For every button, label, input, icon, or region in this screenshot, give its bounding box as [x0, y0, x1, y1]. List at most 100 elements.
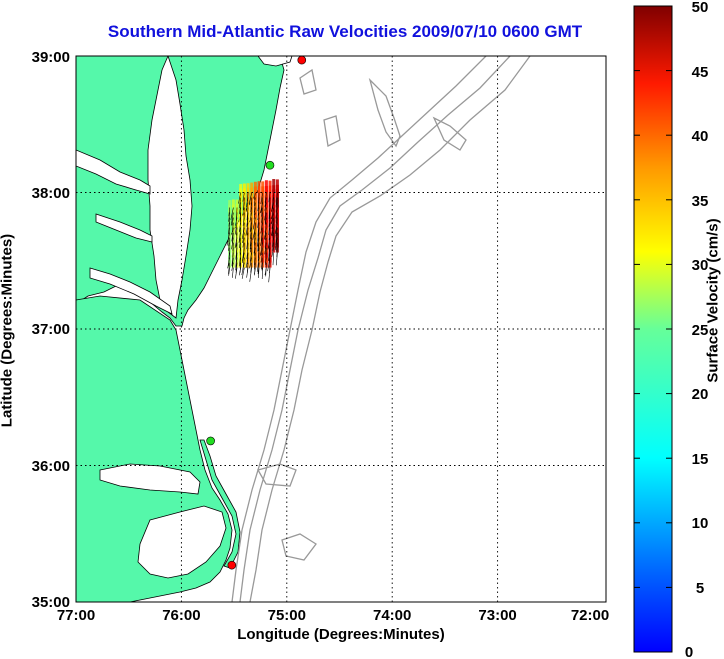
velocity-vector: [235, 267, 238, 279]
velocity-vector: [254, 222, 256, 238]
velocity-vector: [265, 232, 267, 241]
velocity-vector: [257, 227, 260, 241]
velocity-vector: [228, 212, 230, 222]
gridlines: [76, 56, 606, 602]
bathymetry-contours: [231, 56, 531, 602]
velocity-vector: [246, 227, 249, 236]
y-axis-label: Latitude (Degrees:Minutes): [0, 233, 16, 428]
colorbar-tick-label: 30: [692, 257, 709, 274]
x-tick-label: 76:00: [162, 607, 200, 624]
velocity-vector: [254, 262, 256, 275]
velocity-vector: [254, 257, 256, 270]
velocity-vector: [260, 252, 264, 263]
velocity-cell: [235, 199, 239, 208]
colorbar-tick-label: 15: [692, 451, 709, 468]
velocity-vector: [268, 222, 271, 233]
velocity-vector: [275, 227, 278, 236]
velocity-vector: [228, 242, 230, 251]
colorbar-tick-labels: 50 45 40 35 30 25 20 15 10 5 0: [685, 0, 709, 659]
x-tick-label: 74:00: [373, 607, 411, 624]
velocity-vector: [264, 222, 267, 237]
velocity-vector: [261, 267, 264, 280]
velocity-cell: [275, 179, 279, 193]
velocity-vector: [228, 262, 230, 274]
velocity-vector: [261, 212, 264, 223]
velocity-vector: [235, 262, 238, 273]
plot-frame: [75, 55, 607, 603]
river-potomac: [76, 149, 151, 195]
station-marker: [227, 560, 237, 570]
velocity-vector: [257, 207, 260, 217]
colorbar-label: Surface Velocity (cm/s): [704, 218, 722, 383]
station-marker: [297, 55, 307, 65]
velocity-cell: [253, 181, 257, 193]
velocity-cell: [246, 183, 250, 193]
velocity-vector: [249, 212, 253, 223]
velocity-vector: [230, 212, 234, 226]
colorbar-tick-label: 35: [692, 193, 709, 210]
velocity-vector: [258, 192, 260, 204]
velocity-vector: [257, 222, 260, 237]
velocity-vector: [267, 237, 271, 250]
velocity-vector: [247, 232, 249, 244]
velocity-vector: [256, 257, 260, 272]
velocity-vector: [261, 247, 264, 256]
velocity-vector: [228, 237, 230, 247]
velocity-vector: [250, 242, 253, 253]
velocity-vector: [231, 257, 234, 267]
velocity-vector: [253, 207, 256, 216]
y-ticks: 39:00 38:00 37:00 36:00 35:00: [32, 49, 70, 611]
velocity-vector: [254, 247, 256, 256]
velocity-cell: [272, 179, 276, 193]
colorbar-tick-label: 5: [696, 580, 704, 597]
y-tick-label: 39:00: [32, 49, 70, 66]
velocity-vector: [239, 197, 242, 208]
velocity-vector: [261, 237, 264, 249]
velocity-vector: [245, 222, 249, 236]
colorbar-tick-label: 20: [692, 386, 709, 403]
velocity-cell: [239, 184, 243, 193]
velocity-vector: [276, 217, 278, 231]
velocity-vector: [275, 207, 278, 219]
velocity-vector: [228, 217, 230, 227]
y-tick-label: 36:00: [32, 458, 70, 475]
velocity-vector: [274, 237, 278, 250]
velocity-vector: [232, 232, 234, 244]
velocity-vector: [243, 207, 245, 216]
velocity-cell: [261, 181, 265, 193]
velocity-vector: [271, 247, 275, 257]
velocity-vector: [246, 212, 249, 226]
velocity-vector: [247, 192, 249, 202]
velocity-vector: [272, 232, 275, 242]
x-ticks: 77:00 76:00 75:00 74:00 73:00 72:00: [57, 607, 609, 624]
velocity-vector: [271, 217, 275, 229]
velocity-vector: [261, 262, 264, 271]
chesapeake-bay: [147, 56, 193, 319]
velocity-vector: [253, 242, 256, 254]
velocity-cell: [257, 181, 261, 193]
velocity-vector: [250, 197, 253, 209]
pamlico-sound: [137, 505, 227, 579]
velocity-vector: [276, 212, 278, 224]
velocity-vector: [242, 237, 245, 248]
velocity-vector: [261, 217, 264, 230]
velocity-vector: [242, 222, 245, 234]
velocity-cell: [242, 183, 246, 193]
velocity-vector: [238, 227, 242, 243]
velocity-vector: [249, 232, 253, 247]
velocity-cell: [268, 180, 272, 193]
velocity-vector: [250, 262, 253, 273]
velocity-vector: [236, 207, 238, 220]
velocity-vector: [272, 252, 275, 266]
velocity-vector: [230, 207, 234, 220]
velocity-vector: [252, 217, 256, 230]
colorbar-tick-label: 40: [692, 128, 709, 145]
velocity-vector: [242, 257, 245, 271]
velocity-vector: [228, 207, 230, 217]
velocity-vector: [253, 192, 256, 200]
velocity-vector: [272, 202, 275, 210]
velocity-vector: [268, 252, 271, 263]
velocity-vector: [272, 192, 275, 201]
velocity-cell: [231, 199, 235, 208]
velocity-vector: [231, 227, 234, 242]
